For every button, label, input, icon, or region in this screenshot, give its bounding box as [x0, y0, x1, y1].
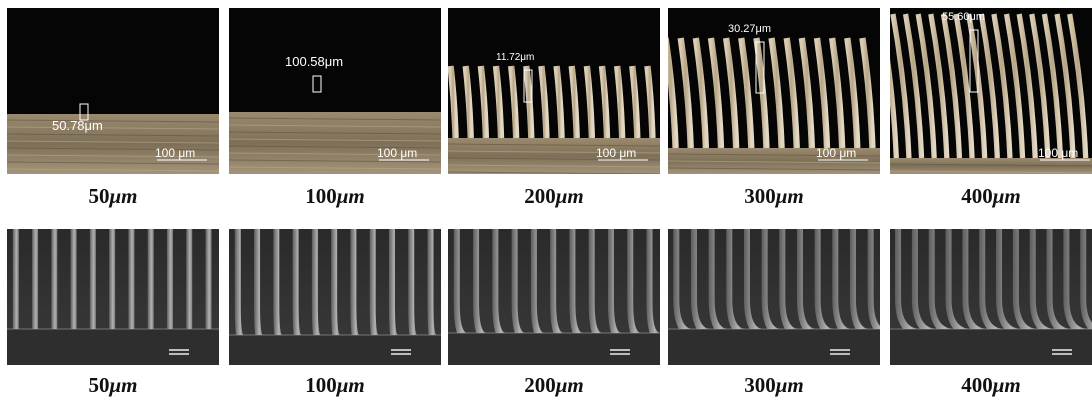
streak [890, 213, 1092, 215]
caption-number: 300 [744, 373, 776, 397]
streak [448, 179, 660, 181]
figure: 50.78μm 100 μm 100.58μm 100 μm 11.72μm 100 μm… [0, 0, 1092, 401]
scale-label: 100 μm [816, 146, 856, 160]
caption-number: 400 [961, 184, 993, 208]
caption: 400μm [961, 184, 1021, 208]
sem-panel [229, 229, 441, 365]
substrate [7, 114, 219, 174]
caption-unit: μm [555, 373, 584, 397]
sem-fin [71, 229, 77, 329]
optical-panel: 50.78μm 100 μm [7, 8, 219, 174]
caption-unit: μm [336, 184, 365, 208]
caption: 300μm [744, 373, 804, 397]
measurement-label: 30.27μm [728, 23, 771, 35]
page: 50.78μm 100 μm 100.58μm 100 μm 11.72μm 100 μm… [0, 0, 1092, 401]
sem-fin [186, 229, 192, 329]
scale-text-mark [610, 353, 630, 355]
substrate [229, 112, 441, 174]
optical-panel: 11.72μm 100 μm [448, 8, 660, 195]
caption-unit: μm [775, 373, 804, 397]
substrate [448, 333, 660, 365]
optical-panel: 100.58μm 100 μm [229, 8, 441, 174]
caption: 50μm [88, 373, 137, 397]
caption: 100μm [305, 373, 365, 397]
sem-fin [32, 229, 38, 329]
scale-label: 100 μm [155, 146, 195, 160]
sem-panel [448, 229, 661, 365]
caption-number: 400 [961, 373, 993, 397]
streak [890, 178, 1092, 180]
scale-text-mark [391, 353, 411, 355]
measurement-label: 50.78μm [52, 118, 103, 133]
caption: 200μm [524, 184, 584, 208]
caption-number: 50 [88, 373, 109, 397]
caption-number: 100 [305, 184, 337, 208]
substrate [890, 329, 1092, 365]
scale-text-mark [830, 353, 850, 355]
caption: 200μm [524, 373, 584, 397]
caption-unit: μm [992, 184, 1021, 208]
caption-number: 200 [524, 373, 556, 397]
sem-fin [13, 229, 19, 329]
caption-unit: μm [108, 184, 137, 208]
measurement-label: 11.72μm [496, 52, 534, 63]
caption-unit: μm [108, 373, 137, 397]
streak [668, 175, 880, 177]
measurement-label: 100.58μm [285, 54, 343, 69]
caption-unit: μm [555, 184, 584, 208]
sem-fin [167, 229, 173, 329]
sem-fin [148, 229, 154, 329]
caption-number: 100 [305, 373, 337, 397]
scale-text-mark [169, 353, 189, 355]
sem-fin [109, 229, 115, 329]
caption: 50μm [88, 184, 137, 208]
substrate [668, 329, 880, 365]
sem-fin [206, 229, 212, 329]
caption-unit: μm [336, 373, 365, 397]
caption-unit: μm [775, 184, 804, 208]
caption-number: 300 [744, 184, 776, 208]
scale-label: 100 μm [377, 146, 417, 160]
caption-number: 200 [524, 184, 556, 208]
caption: 300μm [744, 184, 804, 208]
sem-fin [51, 229, 57, 329]
caption-unit: μm [992, 373, 1021, 397]
sem-fin [90, 229, 96, 329]
caption-number: 50 [88, 184, 109, 208]
substrate [7, 329, 219, 365]
sem-fin [128, 229, 134, 329]
measurement-label: 55.60μm [942, 11, 985, 23]
optical-panel: 30.27μm 100 μm [666, 8, 880, 205]
sem-panel [7, 229, 219, 365]
sem-panel [668, 229, 888, 365]
caption: 400μm [961, 373, 1021, 397]
caption: 100μm [305, 184, 365, 208]
scale-label: 100 μm [596, 146, 636, 160]
sem-panel [890, 229, 1092, 365]
scale-text-mark [1052, 353, 1072, 355]
scale-label: 100 μm [1038, 146, 1078, 160]
